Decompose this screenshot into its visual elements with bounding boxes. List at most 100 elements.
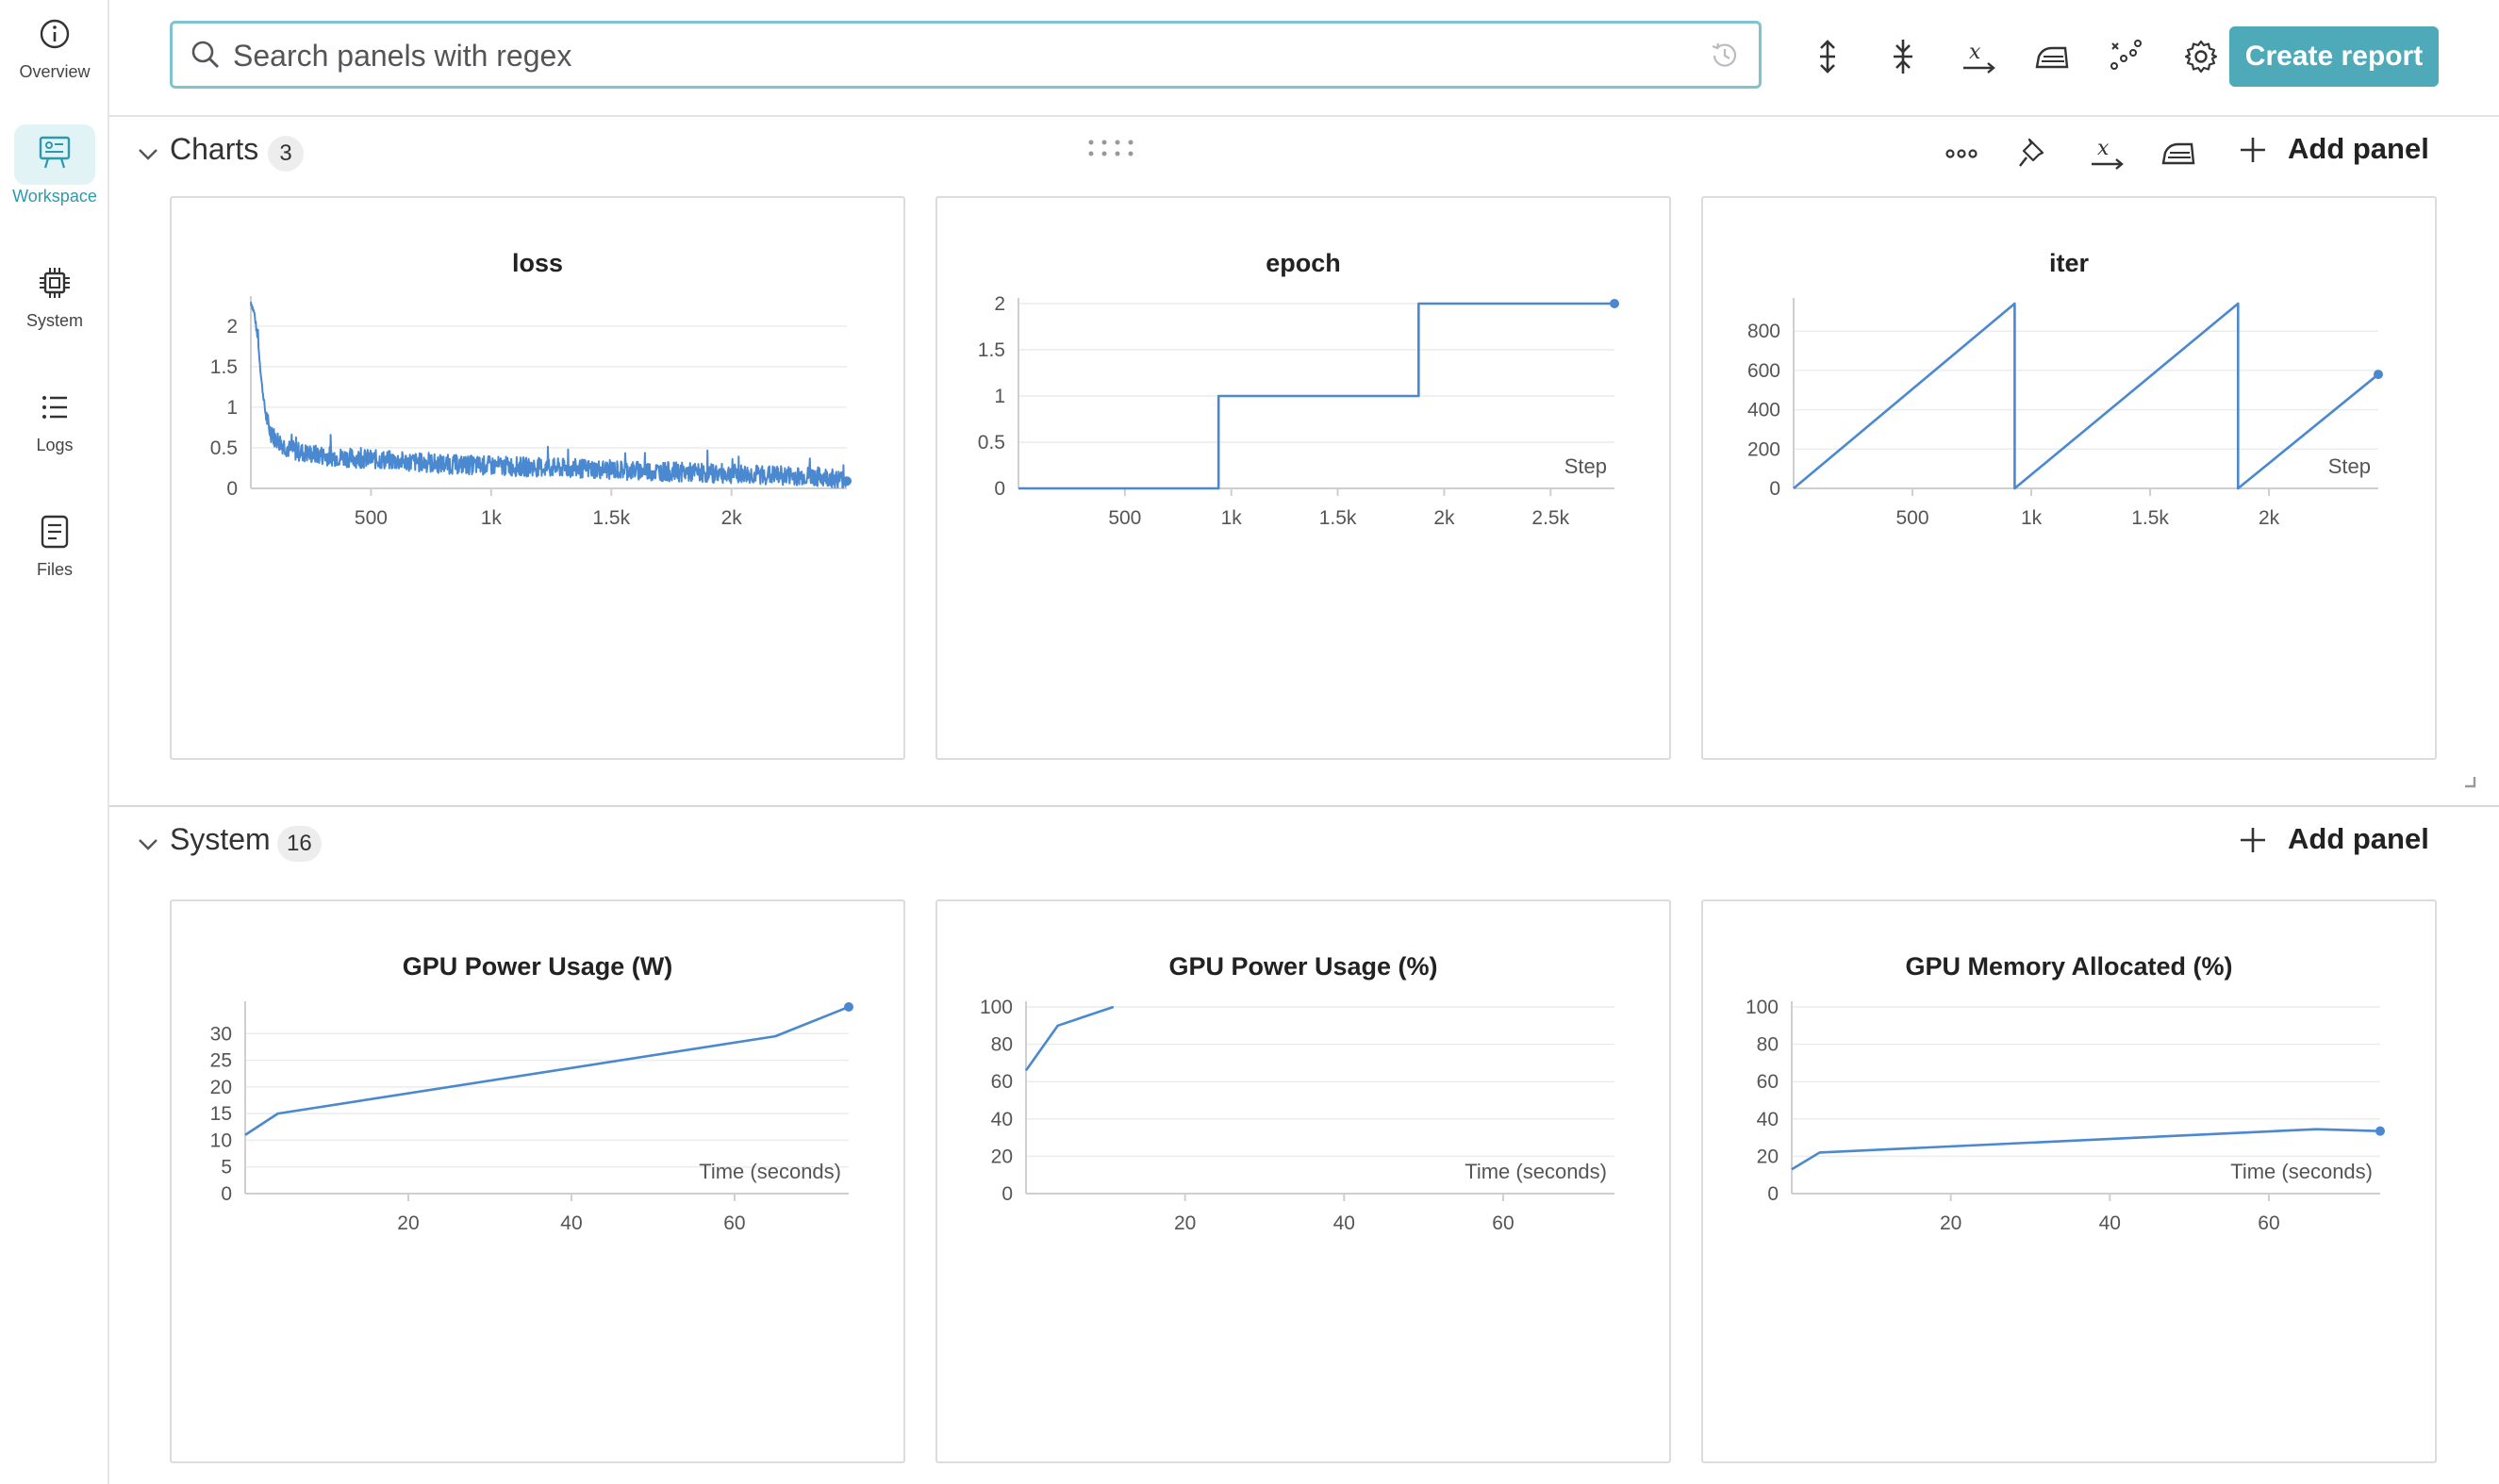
- y-tick-label: 1.5: [210, 356, 238, 378]
- x-axis-label: Time (seconds): [699, 1160, 841, 1183]
- sidebar-item-label: System: [25, 311, 83, 330]
- x-tick-label: 40: [560, 1212, 582, 1234]
- x-axis-label: Step: [2328, 454, 2371, 478]
- y-tick-label: 2: [226, 316, 238, 338]
- outlier-icon[interactable]: [2105, 36, 2146, 77]
- x-tick-label: 20: [397, 1212, 419, 1234]
- expand-vertical-icon[interactable]: [1807, 36, 1848, 77]
- y-tick-label: 25: [210, 1050, 232, 1072]
- x-tick-label: 20: [1174, 1212, 1196, 1234]
- panel-title: iter: [2048, 249, 2090, 277]
- charts-section-header: Charts 3 x Add panel: [109, 119, 2499, 187]
- panel-title: GPU Memory Allocated (%): [1905, 952, 2233, 981]
- x-tick-label: 1.5k: [1319, 507, 1357, 529]
- y-tick-label: 40: [1757, 1109, 1779, 1130]
- y-tick-label: 2: [994, 293, 1005, 315]
- search-input[interactable]: [233, 35, 1647, 76]
- smoothing-iron-icon[interactable]: [2158, 132, 2199, 173]
- series-line: [250, 301, 848, 489]
- top-toolbar: x Create report: [109, 0, 2499, 117]
- chart-panel-gpu-power-watts[interactable]: GPU Power Usage (W) 0 5 10 15 20 25 30 20 40 60 Ti…: [170, 899, 905, 1463]
- system-section-header: System 16 Add panel: [109, 809, 2499, 877]
- resize-handle-icon[interactable]: [2461, 773, 2480, 792]
- settings-gear-icon[interactable]: [2180, 36, 2222, 77]
- x-tick-label: 1k: [2021, 507, 2043, 529]
- chart-panel-gpu-power-percent[interactable]: GPU Power Usage (%) 0 20 40 60 80 100 20 40 60 Ti…: [935, 899, 1671, 1463]
- add-panel-label: Add panel: [2288, 822, 2429, 855]
- history-icon[interactable]: [1708, 39, 1742, 73]
- x-tick-label: 1.5k: [2131, 507, 2169, 529]
- x-axis-label: Time (seconds): [2230, 1160, 2373, 1183]
- add-panel-button[interactable]: Add panel: [2237, 130, 2482, 172]
- y-tick-label: 10: [210, 1129, 232, 1151]
- x-tick-label: 2k: [721, 507, 743, 529]
- sidebar: Overview Workspace System: [0, 0, 109, 1484]
- sidebar-item-overview[interactable]: Overview: [0, 4, 109, 117]
- collapse-vertical-icon[interactable]: [1882, 36, 1924, 77]
- y-tick-label: 600: [1747, 360, 1780, 382]
- x-tick-label: 40: [2099, 1212, 2121, 1234]
- y-tick-label: 5: [221, 1157, 232, 1179]
- chart-panel-loss[interactable]: loss 0 0.5 1 1.5 2 500 1k 1.5k 2k: [170, 196, 905, 760]
- add-panel-button[interactable]: Add panel: [2237, 820, 2482, 862]
- panel-title: epoch: [1266, 249, 1341, 277]
- line-chart: 0 20 40 60 80 100 20 40 60 Time (seconds): [980, 997, 1614, 1234]
- x-axis-icon[interactable]: x: [2086, 132, 2127, 173]
- y-tick-label: 20: [210, 1077, 232, 1098]
- y-tick-label: 0: [1001, 1183, 1013, 1205]
- section-title[interactable]: System: [170, 822, 271, 856]
- section-title[interactable]: Charts: [170, 132, 259, 166]
- x-tick-label: 2k: [1433, 507, 1455, 529]
- info-icon: [40, 19, 70, 49]
- chart-panel-iter[interactable]: iter 0 200 400 600 800 500 1k 1.5k 2k Step: [1701, 196, 2437, 760]
- y-tick-label: 0: [226, 478, 238, 500]
- series-line: [1793, 302, 2379, 490]
- chart-panel-epoch[interactable]: epoch 0 0.5 1 1.5 2 500 1k 1.5k 2k 2.5k Step: [935, 196, 1671, 760]
- y-tick-label: 0: [994, 478, 1005, 500]
- line-chart: 0 5 10 15 20 25 30 20 40 60 Time (seconds): [210, 1001, 853, 1234]
- series-end-point: [2375, 1126, 2385, 1136]
- chart-panel-gpu-memory-allocated[interactable]: GPU Memory Allocated (%) 0 20 40 60 80 100 20 4…: [1701, 899, 2437, 1463]
- x-axis-label: Time (seconds): [1465, 1160, 1607, 1183]
- x-axis-icon[interactable]: x: [1958, 36, 1999, 77]
- sidebar-item-label: Workspace: [12, 187, 97, 206]
- x-tick-label: 20: [1940, 1212, 1961, 1234]
- workspace-icon: [39, 136, 71, 169]
- create-report-button[interactable]: Create report: [2229, 26, 2439, 87]
- y-tick-label: 40: [991, 1109, 1013, 1130]
- y-tick-label: 1: [226, 397, 238, 419]
- sidebar-item-workspace[interactable]: Workspace: [0, 121, 109, 234]
- y-tick-label: 200: [1747, 438, 1780, 460]
- y-tick-label: 0: [221, 1183, 232, 1205]
- x-tick-label: 60: [2258, 1212, 2279, 1234]
- x-tick-label: 500: [1895, 507, 1928, 529]
- x-tick-label: 60: [1492, 1212, 1514, 1234]
- sidebar-item-files[interactable]: Files: [0, 502, 109, 615]
- y-tick-label: 60: [1757, 1071, 1779, 1093]
- search-box[interactable]: [170, 21, 1762, 89]
- y-tick-label: 20: [991, 1146, 1013, 1167]
- panel-title: GPU Power Usage (%): [1168, 952, 1438, 981]
- series-line: [244, 1005, 850, 1136]
- smoothing-iron-icon[interactable]: [2031, 36, 2073, 77]
- pin-icon[interactable]: [2014, 134, 2052, 172]
- y-tick-label: 1: [994, 386, 1005, 407]
- sidebar-item-logs[interactable]: Logs: [0, 377, 109, 490]
- x-tick-label: 1k: [1221, 507, 1243, 529]
- chevron-down-icon[interactable]: [136, 141, 160, 166]
- add-panel-label: Add panel: [2288, 132, 2429, 165]
- svg-text:x: x: [1969, 41, 1981, 64]
- sidebar-item-system[interactable]: System: [0, 253, 109, 366]
- file-icon: [41, 515, 69, 549]
- charts-section: Charts 3 x Add panel loss 0 0.5: [109, 119, 2499, 807]
- chevron-down-icon[interactable]: [136, 832, 160, 856]
- active-indicator: [14, 124, 95, 185]
- y-tick-label: 100: [980, 997, 1013, 1018]
- line-chart: 0 0.5 1 1.5 2 500 1k 1.5k 2k 2.5k Step: [978, 293, 1619, 529]
- search-icon: [191, 41, 219, 68]
- y-tick-label: 0.5: [210, 437, 238, 459]
- more-options-icon[interactable]: [1943, 140, 1980, 168]
- y-tick-label: 100: [1746, 997, 1779, 1018]
- plus-icon: [2241, 828, 2265, 852]
- drag-handle-icon[interactable]: [1086, 138, 1139, 160]
